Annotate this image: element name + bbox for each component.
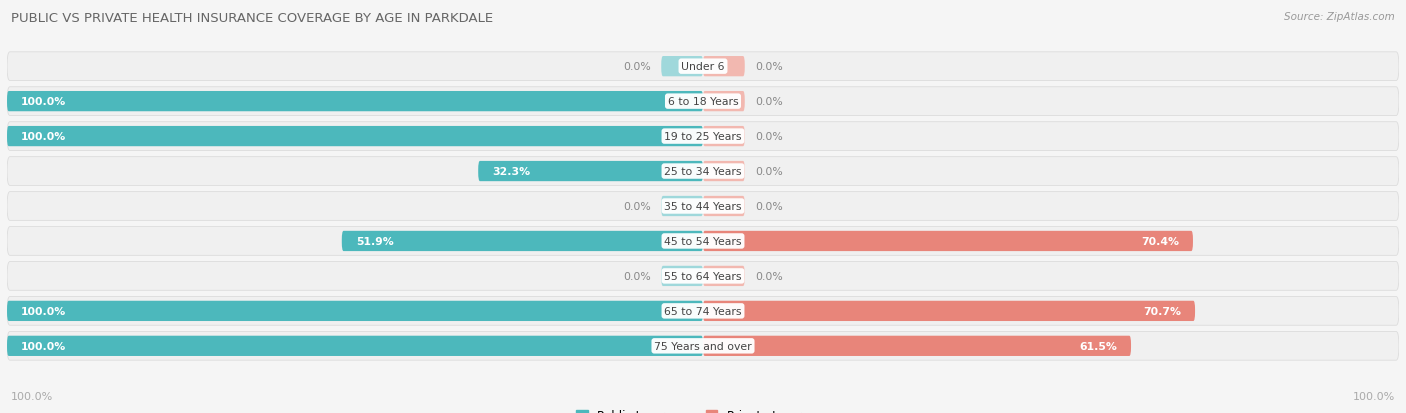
FancyBboxPatch shape (703, 57, 745, 77)
FancyBboxPatch shape (703, 127, 745, 147)
FancyBboxPatch shape (7, 192, 1399, 221)
Legend: Public Insurance, Private Insurance: Public Insurance, Private Insurance (571, 404, 835, 413)
FancyBboxPatch shape (7, 88, 1399, 116)
FancyBboxPatch shape (7, 262, 1399, 291)
FancyBboxPatch shape (661, 197, 703, 216)
Text: 6 to 18 Years: 6 to 18 Years (668, 97, 738, 107)
Text: 0.0%: 0.0% (755, 132, 783, 142)
FancyBboxPatch shape (7, 157, 1399, 186)
Text: 0.0%: 0.0% (623, 271, 651, 281)
Text: 0.0%: 0.0% (755, 271, 783, 281)
FancyBboxPatch shape (703, 92, 745, 112)
Text: 51.9%: 51.9% (356, 236, 394, 247)
Text: 55 to 64 Years: 55 to 64 Years (664, 271, 742, 281)
FancyBboxPatch shape (342, 231, 703, 252)
Text: 0.0%: 0.0% (755, 166, 783, 177)
Text: 25 to 34 Years: 25 to 34 Years (664, 166, 742, 177)
Text: 100.0%: 100.0% (21, 341, 66, 351)
FancyBboxPatch shape (7, 297, 1399, 325)
FancyBboxPatch shape (7, 301, 703, 321)
FancyBboxPatch shape (7, 336, 703, 356)
Text: 75 Years and over: 75 Years and over (654, 341, 752, 351)
Text: 61.5%: 61.5% (1080, 341, 1118, 351)
FancyBboxPatch shape (703, 336, 1130, 356)
FancyBboxPatch shape (703, 231, 1192, 252)
Text: 45 to 54 Years: 45 to 54 Years (664, 236, 742, 247)
Text: Under 6: Under 6 (682, 62, 724, 72)
FancyBboxPatch shape (7, 92, 703, 112)
Text: 0.0%: 0.0% (623, 62, 651, 72)
Text: 0.0%: 0.0% (755, 62, 783, 72)
FancyBboxPatch shape (478, 161, 703, 182)
Text: 0.0%: 0.0% (755, 202, 783, 211)
Text: 100.0%: 100.0% (21, 97, 66, 107)
Text: 70.7%: 70.7% (1143, 306, 1181, 316)
FancyBboxPatch shape (661, 266, 703, 286)
FancyBboxPatch shape (7, 53, 1399, 81)
Text: 100.0%: 100.0% (11, 391, 53, 401)
FancyBboxPatch shape (7, 227, 1399, 256)
FancyBboxPatch shape (703, 266, 745, 286)
Text: 35 to 44 Years: 35 to 44 Years (664, 202, 742, 211)
Text: 0.0%: 0.0% (623, 202, 651, 211)
Text: 32.3%: 32.3% (492, 166, 530, 177)
FancyBboxPatch shape (7, 122, 1399, 151)
Text: PUBLIC VS PRIVATE HEALTH INSURANCE COVERAGE BY AGE IN PARKDALE: PUBLIC VS PRIVATE HEALTH INSURANCE COVER… (11, 12, 494, 25)
Text: 65 to 74 Years: 65 to 74 Years (664, 306, 742, 316)
FancyBboxPatch shape (703, 301, 1195, 321)
Text: 100.0%: 100.0% (21, 306, 66, 316)
Text: 19 to 25 Years: 19 to 25 Years (664, 132, 742, 142)
FancyBboxPatch shape (703, 161, 745, 182)
Text: 100.0%: 100.0% (21, 132, 66, 142)
FancyBboxPatch shape (7, 127, 703, 147)
FancyBboxPatch shape (7, 332, 1399, 360)
FancyBboxPatch shape (703, 197, 745, 216)
Text: 100.0%: 100.0% (1353, 391, 1395, 401)
Text: 0.0%: 0.0% (755, 97, 783, 107)
FancyBboxPatch shape (661, 57, 703, 77)
Text: 70.4%: 70.4% (1142, 236, 1180, 247)
Text: Source: ZipAtlas.com: Source: ZipAtlas.com (1284, 12, 1395, 22)
